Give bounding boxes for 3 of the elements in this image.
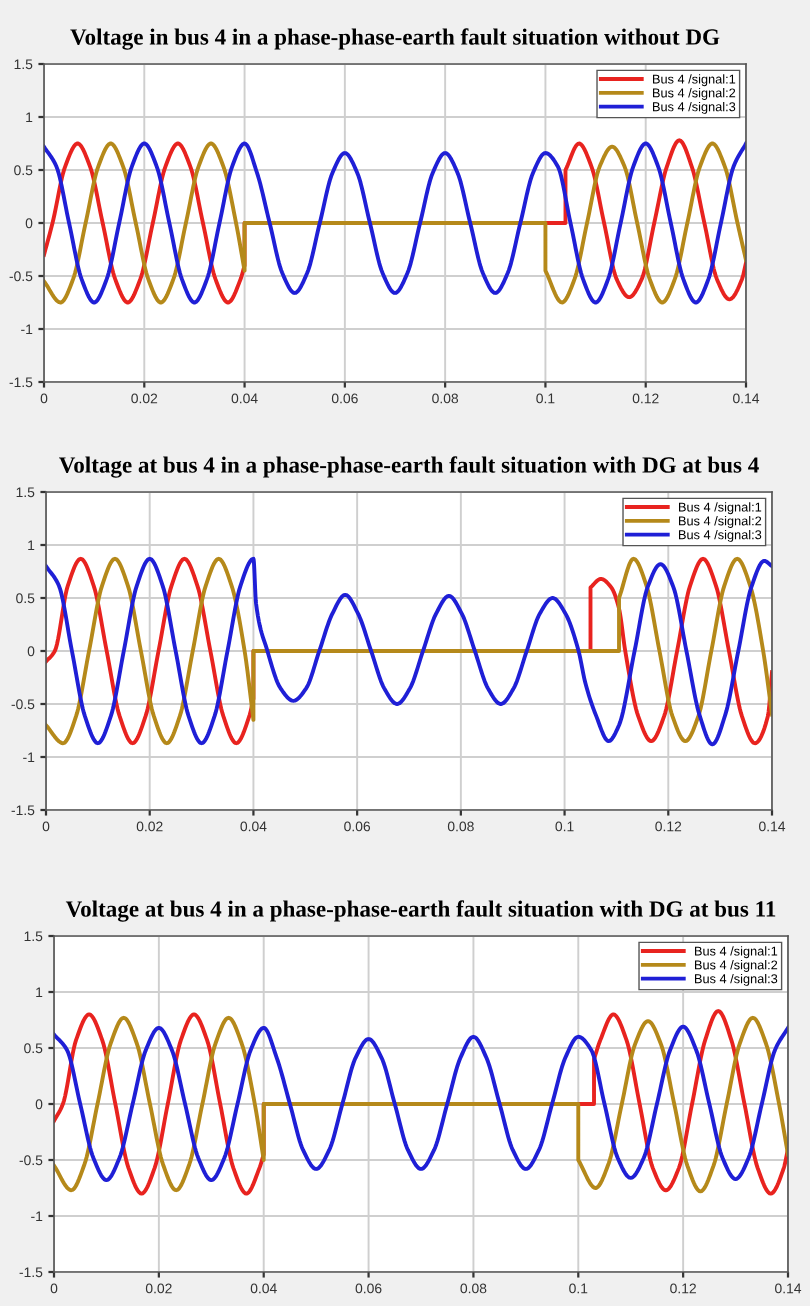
chart-title: Voltage at bus 4 in a phase-phase-earth fault situation with DG at bus 11 <box>65 900 776 922</box>
chart-title: Voltage at bus 4 in a phase-phase-earth fault situation with DG at bus 4 <box>59 456 759 478</box>
chart-title: Voltage in bus 4 in a phase-phase-earth fault situation without DG <box>70 28 720 50</box>
